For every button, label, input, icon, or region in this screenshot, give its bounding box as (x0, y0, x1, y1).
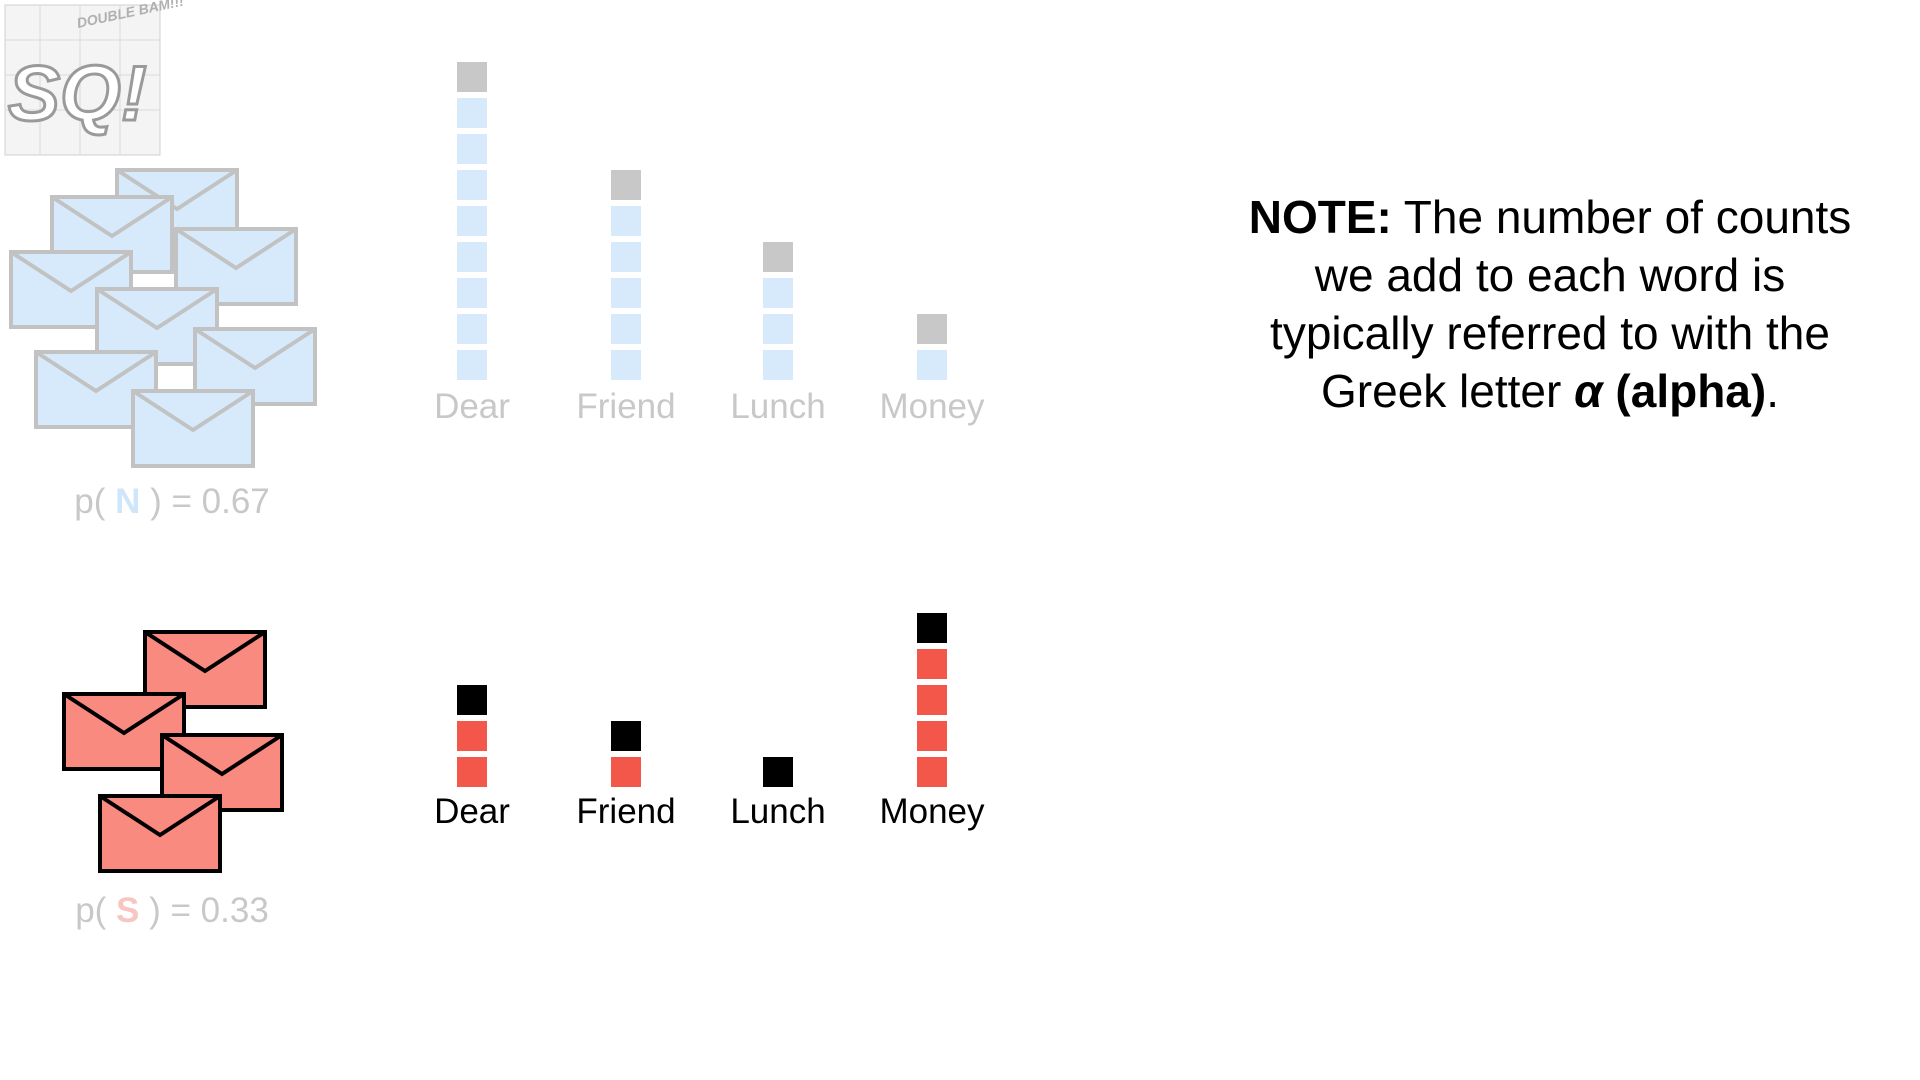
word-count-square (457, 350, 487, 380)
word-count-square (457, 206, 487, 236)
spam-word-label: Money (879, 792, 985, 831)
word-count-square (611, 278, 641, 308)
alpha-count-square (457, 62, 487, 92)
note-end: . (1766, 365, 1779, 417)
spam-bar-friend (611, 721, 641, 787)
alpha-count-square (763, 757, 793, 787)
alpha-count-square (763, 242, 793, 272)
normal-word-histogram: Dear Friend Lunch Money (434, 62, 985, 426)
alpha-count-square (611, 721, 641, 751)
word-count-square (457, 757, 487, 787)
spam-word-label: Lunch (730, 792, 825, 831)
envelope-icon (143, 630, 267, 709)
word-count-square (917, 649, 947, 679)
note-line-3: typically referred to with the (1270, 307, 1830, 359)
word-count-square (457, 98, 487, 128)
spam-word-label: Friend (576, 792, 675, 831)
normal-messages-envelopes (9, 168, 317, 468)
spam-word-label: Dear (434, 792, 510, 831)
note-label: NOTE: (1248, 191, 1392, 243)
alpha-count-square (611, 170, 641, 200)
envelope-icon (131, 389, 255, 468)
spam-bar-money (917, 613, 947, 787)
spam-word-histogram: Dear Friend Lunch Money (434, 613, 985, 831)
alpha-symbol: α (1574, 365, 1603, 417)
spam-prob-suffix: ) = 0.33 (139, 891, 268, 930)
word-count-square (763, 314, 793, 344)
word-count-square (917, 721, 947, 751)
normal-class-label: N (115, 482, 140, 521)
alpha-count-square (457, 685, 487, 715)
word-count-square (611, 757, 641, 787)
word-count-square (917, 685, 947, 715)
normal-bar-money (917, 314, 947, 380)
spam-bar-dear (457, 685, 487, 787)
normal-word-label: Lunch (730, 387, 825, 426)
alpha-count-square (917, 613, 947, 643)
word-count-square (457, 242, 487, 272)
word-count-square (457, 721, 487, 751)
logo-main: SQ! (8, 49, 147, 137)
spam-class-label: S (116, 891, 139, 930)
note-line-4: Greek letter (1321, 365, 1575, 417)
spam-prior-probability: p( S ) = 0.33 (75, 891, 269, 930)
spam-prob-prefix: p( (75, 891, 116, 930)
normal-word-label: Money (879, 387, 985, 426)
alpha-count-square (917, 314, 947, 344)
word-count-square (457, 170, 487, 200)
word-count-square (457, 314, 487, 344)
word-count-square (457, 278, 487, 308)
word-count-square (917, 757, 947, 787)
alpha-word: (alpha) (1602, 365, 1767, 417)
statquest-logo: SQ! DOUBLE BAM!!! (4, 0, 185, 156)
word-count-square (457, 134, 487, 164)
normal-prior-probability: p( N ) = 0.67 (74, 482, 270, 521)
spam-messages-envelopes (62, 630, 284, 873)
word-count-square (917, 350, 947, 380)
spam-bar-lunch (763, 757, 793, 787)
normal-bar-friend (611, 170, 641, 380)
normal-prob-prefix: p( (74, 482, 115, 521)
note-line-1: The number of counts (1391, 191, 1852, 243)
word-count-square (763, 350, 793, 380)
word-count-square (611, 242, 641, 272)
normal-word-label: Dear (434, 387, 510, 426)
normal-bar-dear (457, 62, 487, 380)
word-count-square (611, 350, 641, 380)
word-count-square (611, 314, 641, 344)
normal-bar-lunch (763, 242, 793, 380)
word-count-square (611, 206, 641, 236)
normal-word-label: Friend (576, 387, 675, 426)
note-text: NOTE: The number of counts we add to eac… (1180, 188, 1920, 420)
note-line-2: we add to each word is (1314, 249, 1786, 301)
word-count-square (763, 278, 793, 308)
envelope-icon (98, 794, 222, 873)
normal-prob-suffix: ) = 0.67 (140, 482, 269, 521)
